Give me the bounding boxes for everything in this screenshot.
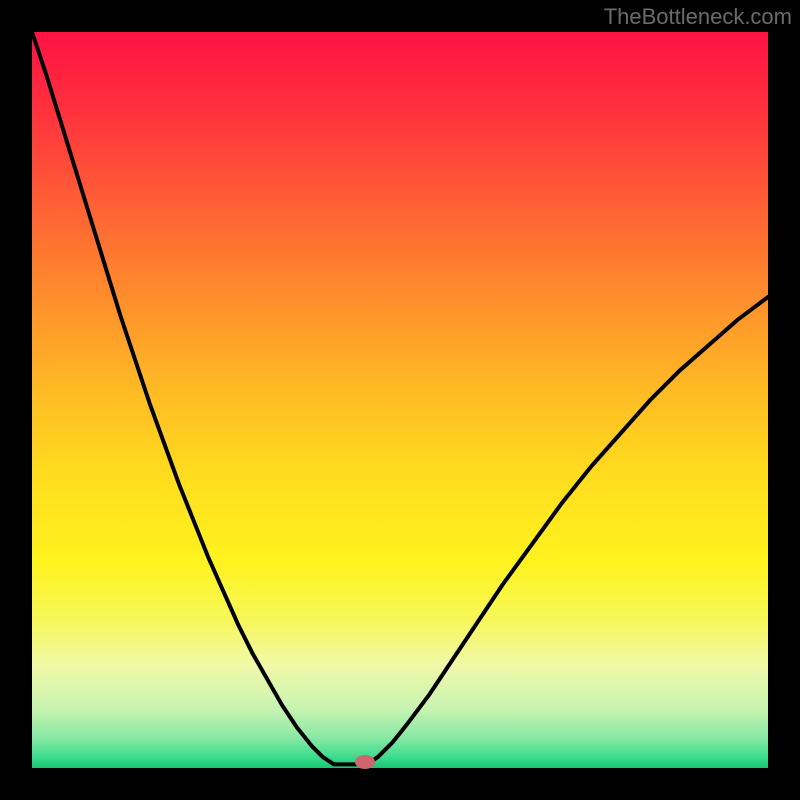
watermark-text: TheBottleneck.com bbox=[604, 4, 792, 30]
bottleneck-curve bbox=[32, 32, 768, 768]
plot-area bbox=[32, 32, 768, 768]
chart-container: TheBottleneck.com bbox=[0, 0, 800, 800]
optimal-marker bbox=[353, 753, 377, 771]
